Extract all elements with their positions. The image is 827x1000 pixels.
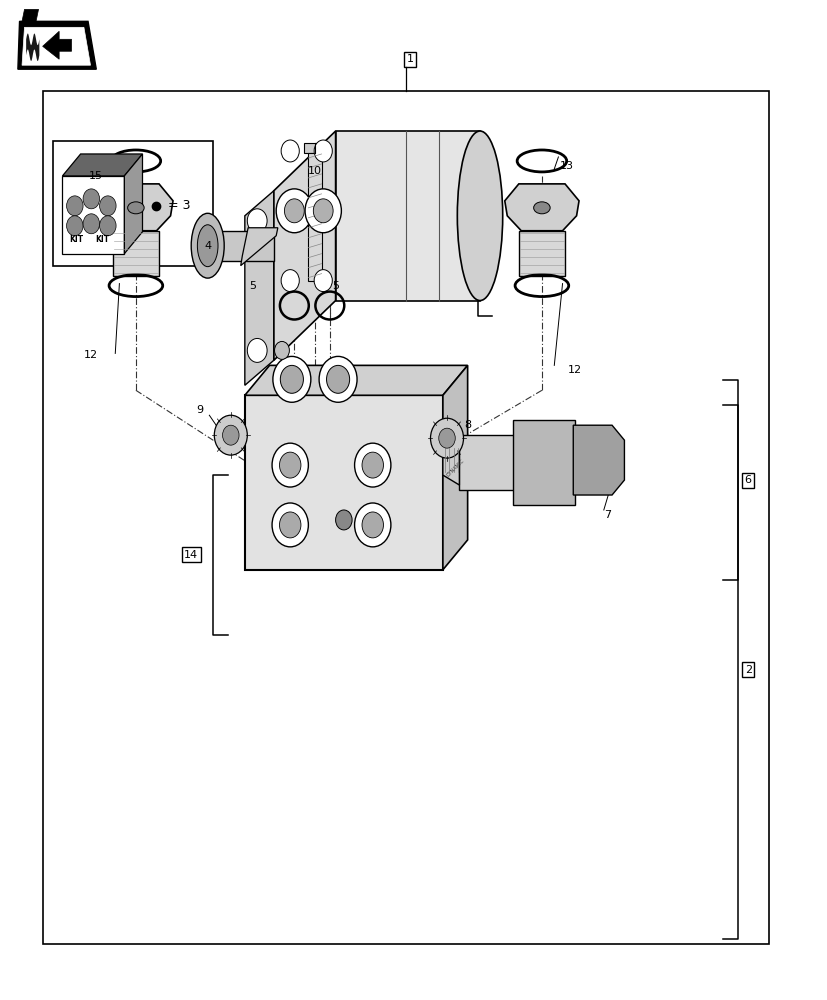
Text: 6: 6 — [743, 475, 751, 485]
Circle shape — [361, 452, 383, 478]
Polygon shape — [241, 228, 278, 266]
Polygon shape — [18, 21, 96, 69]
Ellipse shape — [127, 202, 144, 214]
Circle shape — [313, 270, 332, 292]
Polygon shape — [62, 154, 142, 176]
Circle shape — [280, 365, 303, 393]
Text: 14: 14 — [184, 550, 198, 560]
Circle shape — [313, 199, 332, 223]
Circle shape — [276, 189, 312, 233]
Circle shape — [272, 443, 308, 487]
Circle shape — [361, 512, 383, 538]
Polygon shape — [124, 154, 142, 254]
Bar — [459, 435, 533, 490]
Circle shape — [66, 216, 83, 236]
Circle shape — [247, 338, 267, 362]
Circle shape — [284, 199, 304, 223]
Text: 5: 5 — [332, 281, 339, 291]
Circle shape — [83, 189, 99, 209]
Circle shape — [281, 140, 299, 162]
Bar — [52, 141, 213, 266]
Circle shape — [214, 415, 247, 455]
Circle shape — [222, 425, 239, 445]
Text: 11: 11 — [423, 251, 437, 261]
Polygon shape — [335, 131, 480, 301]
Text: 10: 10 — [308, 166, 322, 176]
Circle shape — [83, 214, 99, 234]
Circle shape — [318, 356, 356, 402]
Circle shape — [275, 341, 289, 359]
Circle shape — [313, 140, 332, 162]
Text: = 3: = 3 — [168, 199, 190, 212]
Circle shape — [430, 418, 463, 458]
Text: 5: 5 — [249, 281, 256, 291]
Bar — [513, 420, 574, 505]
Circle shape — [66, 196, 83, 216]
Text: 12: 12 — [567, 365, 581, 375]
Circle shape — [326, 365, 349, 393]
Text: 8: 8 — [463, 420, 471, 430]
Text: 2: 2 — [743, 665, 751, 675]
Polygon shape — [442, 365, 467, 570]
Text: KIT: KIT — [69, 235, 83, 244]
Polygon shape — [274, 131, 335, 360]
Circle shape — [247, 209, 267, 233]
Bar — [43, 91, 768, 944]
Polygon shape — [504, 184, 578, 231]
Polygon shape — [98, 184, 173, 231]
Bar — [519, 231, 564, 276]
Polygon shape — [572, 425, 624, 495]
Text: 12: 12 — [84, 350, 98, 360]
Circle shape — [335, 510, 351, 530]
Polygon shape — [245, 365, 467, 395]
Bar — [112, 231, 159, 276]
Text: KIT: KIT — [95, 235, 109, 244]
Text: 1: 1 — [406, 54, 413, 64]
Circle shape — [273, 356, 310, 402]
Polygon shape — [62, 176, 124, 254]
Ellipse shape — [533, 202, 549, 214]
Text: DYNAMIC: DYNAMIC — [445, 458, 465, 477]
Circle shape — [438, 428, 455, 448]
Polygon shape — [442, 435, 459, 485]
Text: 15: 15 — [89, 171, 103, 181]
Polygon shape — [22, 27, 90, 65]
Circle shape — [280, 512, 300, 538]
Bar — [245, 395, 442, 570]
Polygon shape — [304, 143, 325, 153]
Bar — [308, 153, 321, 281]
Circle shape — [272, 503, 308, 547]
Circle shape — [304, 189, 341, 233]
Polygon shape — [245, 191, 274, 385]
Text: 13: 13 — [559, 161, 573, 171]
Polygon shape — [43, 31, 71, 59]
Circle shape — [281, 270, 299, 292]
Ellipse shape — [191, 213, 224, 278]
Text: 4: 4 — [204, 241, 211, 251]
Text: 7: 7 — [604, 510, 611, 520]
Ellipse shape — [197, 225, 218, 267]
Text: 9: 9 — [196, 405, 203, 415]
Circle shape — [354, 503, 390, 547]
Circle shape — [99, 196, 116, 216]
Ellipse shape — [457, 131, 502, 301]
Circle shape — [99, 216, 116, 236]
Circle shape — [354, 443, 390, 487]
Polygon shape — [203, 231, 274, 261]
Circle shape — [280, 452, 300, 478]
Polygon shape — [22, 9, 39, 21]
